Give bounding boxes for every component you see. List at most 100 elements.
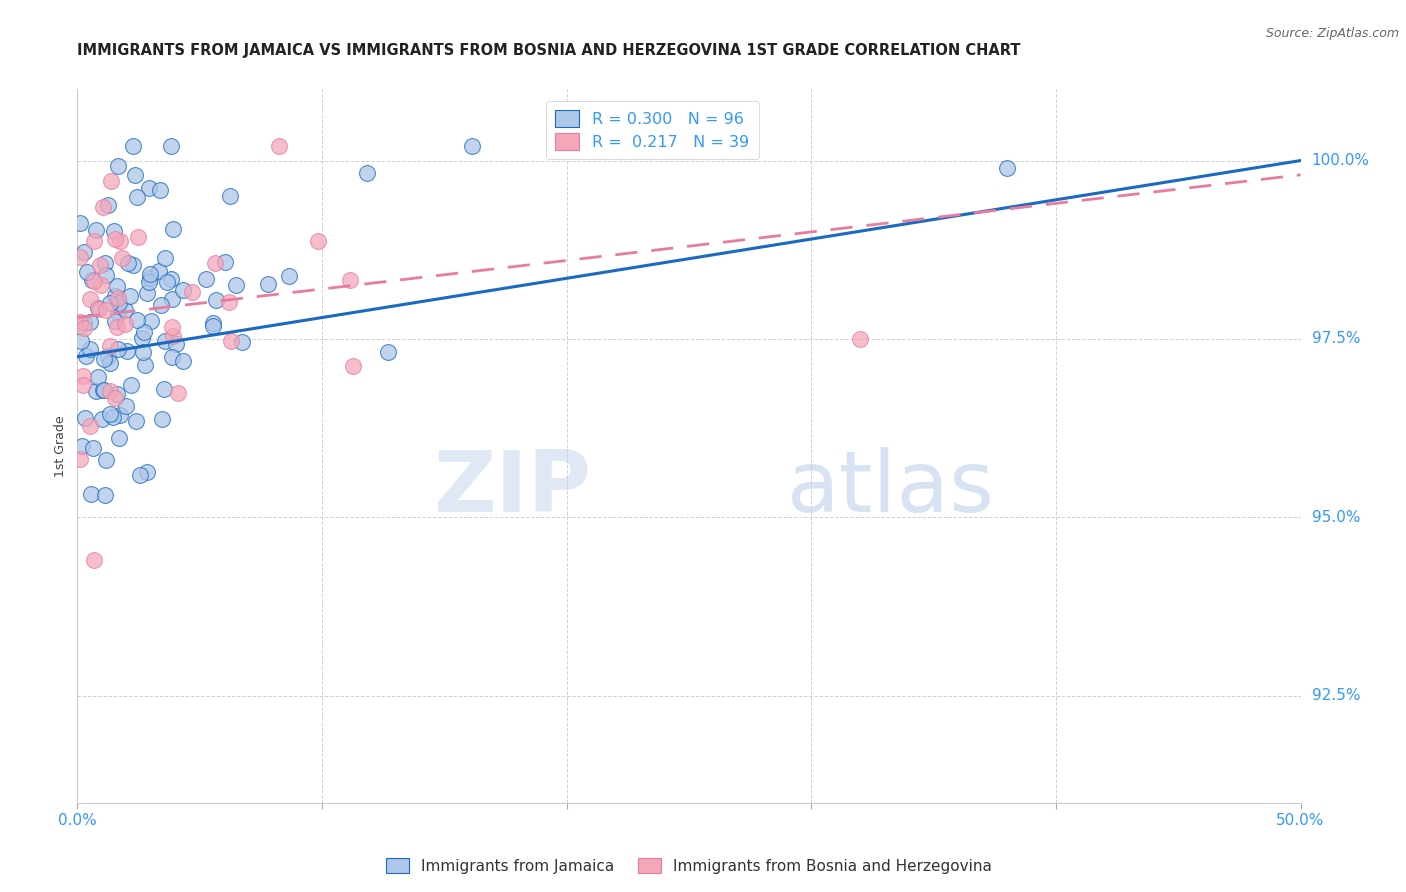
Point [139,270,162,285]
Point [214,255,236,269]
Point [162,329,184,343]
Point [107,320,129,334]
Point [114,302,136,317]
Point [107,159,129,173]
Point [107,431,129,445]
Point [460,139,482,153]
Point [124,168,146,182]
Point [995,161,1018,175]
Point [219,334,242,349]
Point [91,200,114,214]
Point [84,384,107,399]
Point [104,232,127,246]
Point [162,222,184,236]
Legend: R = 0.300   N = 96, R =  0.217   N = 39: R = 0.300 N = 96, R = 0.217 N = 39 [546,101,759,160]
Point [89,258,111,272]
Point [73,244,96,259]
Point [73,316,96,330]
Point [128,467,150,482]
Point [149,183,172,197]
Point [342,359,364,374]
Point [134,358,156,372]
Point [122,258,145,272]
Point [107,306,129,320]
Point [225,277,247,292]
Point [156,275,179,289]
Point [83,553,105,567]
Point [104,392,127,406]
Text: atlas: atlas [787,447,995,531]
Point [69,250,91,264]
Point [150,298,173,312]
Text: 97.5%: 97.5% [1312,332,1360,346]
Point [141,313,163,327]
Point [98,296,121,310]
Point [76,265,98,279]
Y-axis label: 1st Grade: 1st Grade [53,415,67,477]
Text: IMMIGRANTS FROM JAMAICA VS IMMIGRANTS FROM BOSNIA AND HERZEGOVINA 1ST GRADE CORR: IMMIGRANTS FROM JAMAICA VS IMMIGRANTS FR… [77,43,1021,58]
Point [72,320,94,334]
Point [82,273,104,287]
Point [138,180,160,194]
Point [90,278,112,293]
Point [91,383,114,397]
Point [339,273,361,287]
Point [91,412,114,426]
Point [120,378,142,392]
Point [94,256,117,270]
Point [127,230,149,244]
Point [103,224,125,238]
Point [94,268,117,282]
Point [131,331,153,345]
Point [165,336,187,351]
Point [125,190,148,204]
Point [231,335,253,350]
Point [114,399,136,413]
Point [139,267,162,281]
Point [356,166,378,180]
Point [138,275,160,289]
Point [136,286,159,301]
Point [79,315,101,329]
Point [107,291,129,305]
Text: Source: ZipAtlas.com: Source: ZipAtlas.com [1265,27,1399,40]
Point [103,409,125,424]
Point [117,344,139,359]
Point [98,339,121,353]
Point [118,289,141,303]
Point [89,302,111,317]
Point [125,313,148,327]
Point [117,256,139,270]
Point [79,342,101,356]
Point [172,354,194,368]
Text: 95.0%: 95.0% [1312,510,1360,524]
Point [160,292,183,306]
Point [377,345,399,359]
Point [107,342,129,356]
Point [201,319,224,334]
Point [148,264,170,278]
Point [849,332,872,346]
Point [152,382,174,396]
Point [256,277,278,292]
Point [80,487,103,501]
Point [108,235,131,249]
Point [114,317,136,331]
Point [69,451,91,466]
Point [94,303,117,318]
Point [219,189,242,203]
Point [135,465,157,479]
Point [180,285,202,299]
Point [94,453,117,467]
Point [70,439,93,453]
Point [204,256,226,270]
Point [93,383,115,397]
Point [75,349,97,363]
Point [79,419,101,434]
Point [72,377,94,392]
Point [69,216,91,230]
Point [122,139,145,153]
Point [278,268,301,283]
Point [201,317,224,331]
Point [103,289,125,303]
